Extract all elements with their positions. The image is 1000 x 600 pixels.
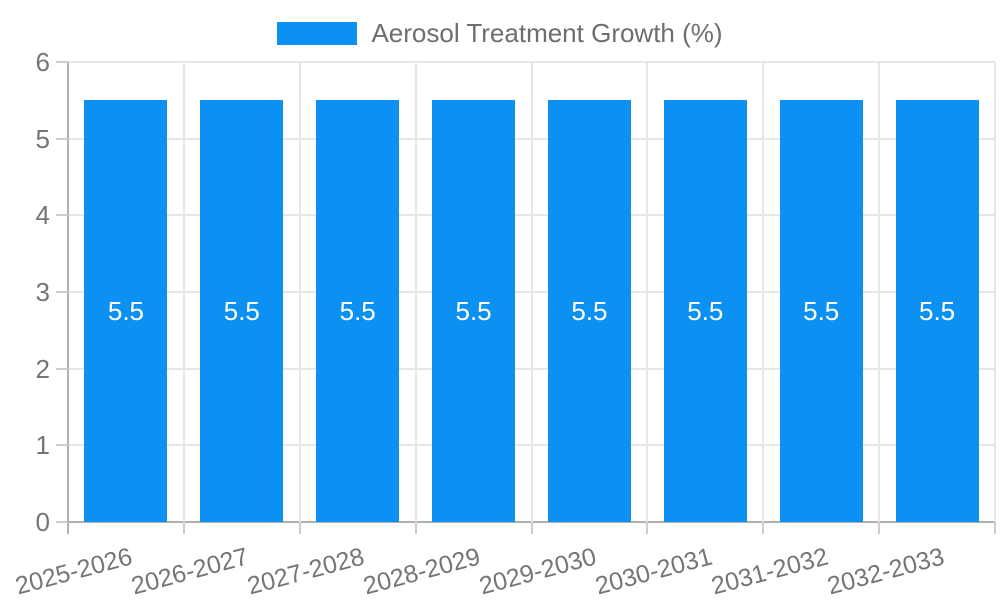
bar[interactable]: 5.5 xyxy=(316,100,400,522)
x-axis-tick-label: 2031-2032 xyxy=(708,542,831,600)
legend[interactable]: Aerosol Treatment Growth (%) xyxy=(0,14,1000,52)
bar[interactable]: 5.5 xyxy=(895,100,979,522)
bar[interactable]: 5.5 xyxy=(200,100,284,522)
y-axis-tick xyxy=(56,214,68,217)
x-axis-tick xyxy=(762,522,765,534)
y-axis-tick-label: 3 xyxy=(35,277,50,307)
bar[interactable]: 5.5 xyxy=(84,100,168,522)
y-axis-tick xyxy=(56,367,68,370)
bar-value-label: 5.5 xyxy=(339,295,376,326)
bar[interactable]: 5.5 xyxy=(663,100,747,522)
bar[interactable]: 5.5 xyxy=(779,100,863,522)
x-axis-tick-label: 2032-2033 xyxy=(823,542,947,600)
x-axis-tick-label: 2028-2029 xyxy=(360,542,484,600)
y-axis-tick-label: 0 xyxy=(35,507,50,537)
y-axis-tick xyxy=(56,61,68,63)
y-axis-tick xyxy=(56,521,68,523)
bar-value-label: 5.5 xyxy=(223,295,260,326)
v-gridline xyxy=(762,62,765,522)
v-gridline xyxy=(298,62,301,522)
x-axis-tick xyxy=(182,522,185,534)
x-axis-tick-label: 2025-2026 xyxy=(12,542,136,600)
plot-area: 5.5 5.5 5.5 5.5 5.5 5.5 5.5 5.5 xyxy=(67,61,996,534)
x-axis-tick-label: 2030-2031 xyxy=(592,542,715,600)
v-gridline xyxy=(414,62,417,522)
y-axis-tick-label: 2 xyxy=(35,353,50,384)
x-axis-tick xyxy=(530,522,533,534)
v-gridline xyxy=(646,62,649,522)
y-axis-tick xyxy=(56,137,68,140)
y-axis-tick-label: 1 xyxy=(35,430,50,461)
y-axis-line xyxy=(67,62,69,534)
y-axis-tick-label: 4 xyxy=(35,200,50,231)
legend-swatch xyxy=(277,21,358,45)
x-axis-tick-label: 2029-2030 xyxy=(476,542,600,600)
bar-value-label: 5.5 xyxy=(455,295,492,326)
x-axis-tick-label: 2026-2027 xyxy=(128,542,252,600)
bar[interactable]: 5.5 xyxy=(432,100,516,522)
y-axis-tick xyxy=(56,291,68,293)
bar-value-label: 5.5 xyxy=(803,295,840,326)
bar-value-label: 5.5 xyxy=(918,295,956,326)
x-axis-tick-label: 2027-2028 xyxy=(244,542,368,600)
bar[interactable]: 5.5 xyxy=(547,100,631,522)
x-axis-tick xyxy=(298,522,301,534)
x-axis-tick xyxy=(994,522,996,534)
bar-value-label: 5.5 xyxy=(687,295,724,326)
v-gridline xyxy=(994,62,996,522)
v-gridline xyxy=(530,62,533,522)
v-gridline xyxy=(182,62,185,522)
legend-label: Aerosol Treatment Growth (%) xyxy=(371,17,723,48)
y-axis-tick-label: 5 xyxy=(35,123,50,154)
bar-value-label: 5.5 xyxy=(571,295,608,326)
y-axis-tick xyxy=(56,444,68,447)
x-axis-tick xyxy=(646,522,649,534)
bar-value-label: 5.5 xyxy=(107,295,145,326)
x-axis-tick xyxy=(878,522,881,534)
y-axis-tick-label: 6 xyxy=(35,47,50,77)
v-gridline xyxy=(878,62,881,522)
x-axis-tick xyxy=(414,522,417,534)
